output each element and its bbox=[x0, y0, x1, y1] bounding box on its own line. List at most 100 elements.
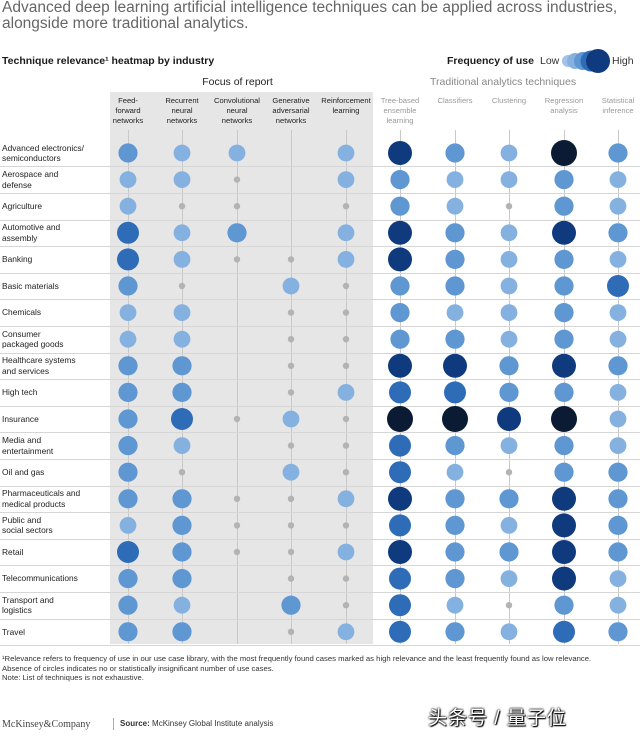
heat-cell-3-5 bbox=[388, 220, 412, 245]
column-header-8: Regression analysis bbox=[544, 96, 584, 115]
heat-cell-15-9 bbox=[608, 542, 628, 562]
row-label-11: Media and entertainment bbox=[2, 435, 54, 456]
heat-cell-16-9 bbox=[609, 570, 627, 587]
row-separator-14 bbox=[0, 539, 640, 540]
row-label-16: Telecommunications bbox=[2, 573, 78, 584]
heat-cell-8-6 bbox=[443, 353, 467, 378]
heat-cell-14-5 bbox=[389, 514, 411, 537]
heat-cell-5-5 bbox=[390, 276, 410, 296]
heat-cell-4-2 bbox=[233, 256, 241, 263]
heat-cell-9-7 bbox=[499, 382, 519, 402]
heat-cell-6-6 bbox=[446, 304, 464, 321]
heat-cell-17-4 bbox=[342, 602, 350, 609]
column-header-0: Feed-forward networks bbox=[112, 96, 144, 125]
heat-cell-6-1 bbox=[173, 304, 191, 321]
row-label-8: Healthcare systems and services bbox=[2, 355, 76, 376]
heat-cell-0-4 bbox=[337, 144, 355, 162]
heat-cell-16-3 bbox=[287, 575, 295, 582]
heat-cell-18-3 bbox=[287, 628, 295, 635]
column-line-2 bbox=[237, 130, 238, 644]
row-label-6: Chemicals bbox=[2, 307, 42, 318]
heat-cell-10-1 bbox=[171, 408, 193, 430]
heat-cell-13-1 bbox=[172, 489, 192, 509]
heat-cell-1-7 bbox=[500, 171, 518, 189]
row-label-15: Retail bbox=[2, 546, 24, 557]
heat-cell-9-3 bbox=[287, 389, 295, 396]
row-separator-4 bbox=[0, 273, 640, 274]
heat-cell-8-5 bbox=[388, 353, 412, 378]
heat-cell-6-4 bbox=[342, 309, 350, 316]
heat-cell-9-5 bbox=[389, 381, 411, 404]
heat-cell-17-7 bbox=[505, 602, 513, 609]
heat-cell-16-0 bbox=[118, 569, 138, 589]
column-header-5: Tree-based ensemble learning bbox=[380, 96, 420, 125]
heat-cell-12-0 bbox=[118, 462, 138, 482]
column-header-3: Generative adversarial networks bbox=[272, 96, 310, 125]
row-separator-5 bbox=[0, 299, 640, 300]
heat-cell-11-4 bbox=[342, 442, 350, 449]
row-label-9: High tech bbox=[2, 387, 38, 398]
heat-cell-0-1 bbox=[173, 144, 191, 162]
heat-cell-3-1 bbox=[173, 224, 191, 242]
row-separator-12 bbox=[0, 486, 640, 487]
row-separator-11 bbox=[0, 459, 640, 460]
heat-cell-0-5 bbox=[388, 141, 412, 165]
heat-cell-5-3 bbox=[282, 277, 300, 295]
row-separator-7 bbox=[0, 353, 640, 354]
heat-cell-18-5 bbox=[389, 620, 411, 643]
heat-cell-17-1 bbox=[173, 596, 191, 614]
heat-cell-13-4 bbox=[337, 490, 355, 508]
heat-cell-6-0 bbox=[119, 304, 137, 321]
heat-cell-18-9 bbox=[608, 622, 628, 642]
heat-cell-8-7 bbox=[499, 356, 519, 376]
heat-cell-17-0 bbox=[118, 595, 138, 615]
heat-cell-2-4 bbox=[342, 203, 350, 210]
heat-cell-14-2 bbox=[233, 522, 241, 529]
row-label-7: Consumer packaged goods bbox=[2, 328, 64, 350]
heat-cell-6-9 bbox=[609, 304, 627, 321]
heat-cell-7-7 bbox=[500, 330, 518, 348]
heat-cell-7-1 bbox=[173, 330, 191, 348]
heat-cell-15-3 bbox=[287, 548, 295, 556]
heat-cell-18-6 bbox=[445, 622, 465, 642]
heat-cell-0-8 bbox=[551, 140, 577, 166]
heat-cell-13-7 bbox=[499, 489, 519, 509]
heat-cell-17-5 bbox=[389, 594, 411, 617]
heat-cell-8-4 bbox=[342, 362, 350, 369]
row-separator-9 bbox=[0, 406, 640, 407]
footnote-note: Note: List of techniques is not exhausti… bbox=[2, 673, 144, 682]
heat-cell-3-0 bbox=[117, 221, 139, 244]
heat-cell-4-9 bbox=[609, 251, 627, 268]
chart-subtitle: Technique relevance¹ heatmap by industry bbox=[2, 55, 215, 67]
chart-title: Advanced deep learning artificial intell… bbox=[2, 0, 618, 32]
heat-cell-9-9 bbox=[609, 384, 627, 401]
heat-cell-14-8 bbox=[552, 513, 576, 538]
heat-cell-1-9 bbox=[609, 171, 627, 189]
heat-cell-2-5 bbox=[390, 196, 410, 216]
heat-cell-10-3 bbox=[282, 410, 300, 428]
heat-cell-0-7 bbox=[500, 144, 518, 162]
row-separator-15 bbox=[0, 565, 640, 566]
footnotes: ¹Relevance refers to frequency of use in… bbox=[2, 654, 622, 683]
heat-cell-10-8 bbox=[551, 406, 577, 432]
heat-cell-0-2 bbox=[228, 144, 246, 162]
heat-cell-18-8 bbox=[553, 620, 575, 643]
heat-cell-4-4 bbox=[337, 251, 355, 268]
heat-cell-2-6 bbox=[446, 197, 464, 215]
heat-cell-2-8 bbox=[554, 196, 574, 216]
heat-cell-10-9 bbox=[609, 410, 627, 428]
heat-cell-8-3 bbox=[287, 362, 295, 369]
heat-cell-18-0 bbox=[118, 622, 138, 642]
row-label-14: Public and social sectors bbox=[2, 514, 53, 536]
heatmap-grid bbox=[117, 140, 629, 643]
heat-cell-11-1 bbox=[173, 437, 191, 454]
row-separator-10 bbox=[0, 432, 640, 433]
row-label-18: Travel bbox=[2, 626, 25, 637]
heat-cell-18-1 bbox=[172, 622, 192, 642]
legend-high-label: High bbox=[612, 55, 634, 67]
heat-cell-13-0 bbox=[118, 489, 138, 509]
heat-cell-5-6 bbox=[445, 276, 465, 296]
row-separator-1 bbox=[0, 193, 640, 194]
heat-cell-11-6 bbox=[445, 436, 465, 456]
heat-cell-16-5 bbox=[389, 567, 411, 590]
